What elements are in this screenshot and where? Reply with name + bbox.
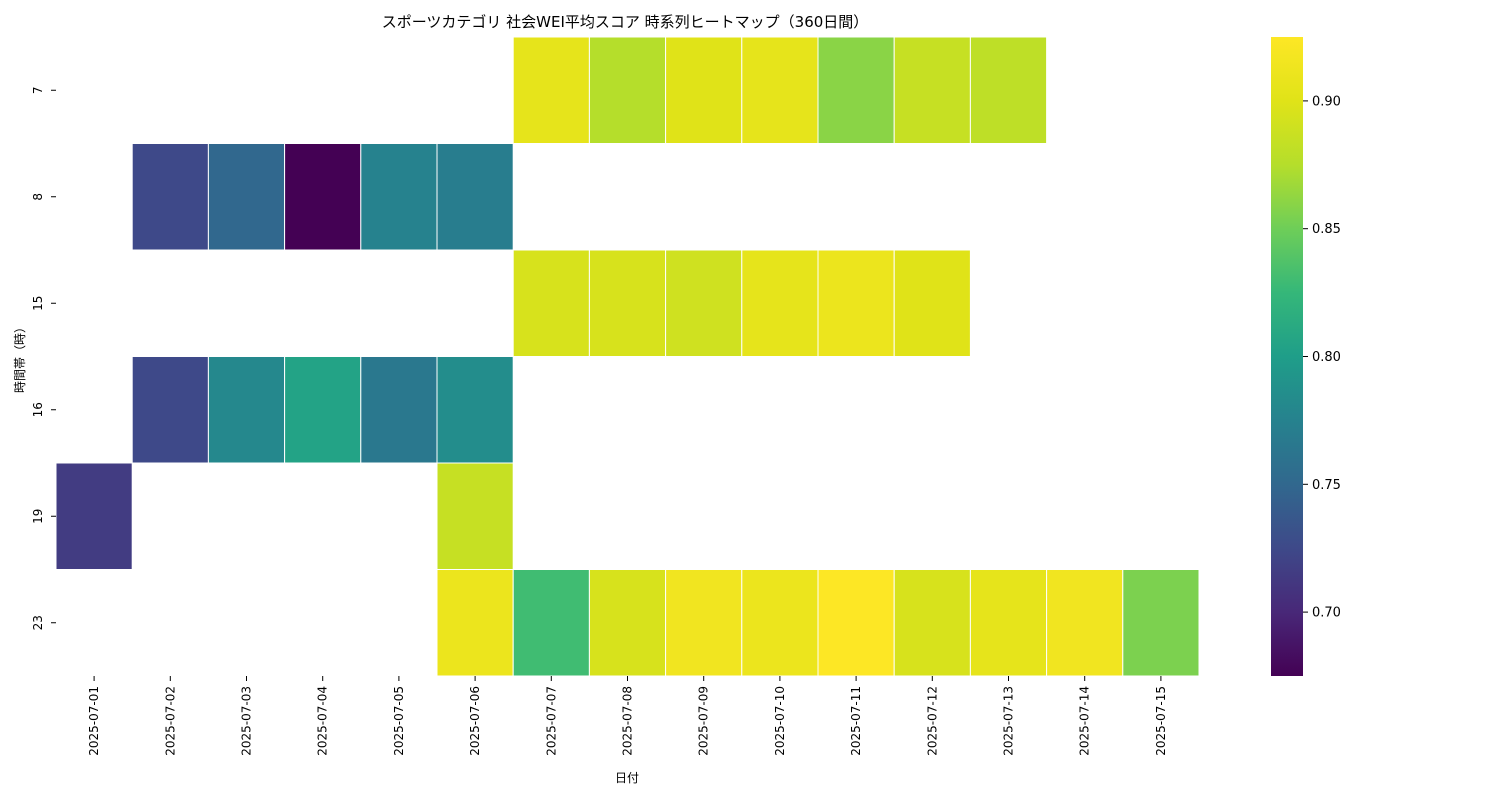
- x-tick-label: 2025-07-05: [392, 686, 406, 756]
- heatmap-cell-16-2025-07-04: [284, 356, 362, 464]
- heatmap-cell-15-2025-07-10: [741, 249, 819, 357]
- heatmap-cell-15-2025-07-12: [893, 249, 971, 357]
- heatmap-cell-15-2025-07-11: [817, 249, 895, 357]
- heatmap-cell-7-2025-07-07: [512, 36, 590, 144]
- heatmap-cell-15-2025-07-08: [588, 249, 667, 357]
- y-tick-label: 8: [31, 193, 45, 201]
- heatmap-cells: [55, 36, 1200, 677]
- colorbar-ticks: 0.70 0.75 0.80 0.85 0.90: [1303, 94, 1341, 621]
- heatmap-cell-15-2025-07-07: [512, 249, 590, 357]
- heatmap-cell-19-2025-07-06: [436, 462, 514, 570]
- heatmap-cell-7-2025-07-13: [969, 36, 1048, 144]
- heatmap-cell-7-2025-07-10: [741, 36, 819, 144]
- heatmap-cell-19-2025-07-01: [55, 462, 133, 570]
- heatmap-cell-7-2025-07-08: [588, 36, 667, 144]
- heatmap-cell-7-2025-07-12: [893, 36, 971, 144]
- x-tick-label: 2025-07-11: [849, 686, 863, 756]
- x-tick-label: 2025-07-09: [697, 686, 711, 756]
- heatmap-cell-23-2025-07-15: [1122, 569, 1200, 677]
- colorbar-tick-label: 0.90: [1312, 94, 1341, 109]
- heatmap-cell-23-2025-07-12: [893, 569, 971, 677]
- chart-title: スポーツカテゴリ 社会WEI平均スコア 時系列ヒートマップ（360日間）: [382, 13, 869, 31]
- heatmap-cell-8-2025-07-04: [284, 143, 362, 251]
- heatmap-cell-15-2025-07-09: [665, 249, 743, 357]
- x-axis-ticks: 2025-07-01 2025-07-02 2025-07-03 2025-07-04…: [87, 676, 1168, 756]
- y-axis-ticks: 7 8 15 16 19 23: [31, 86, 56, 630]
- heatmap-cell-23-2025-07-08: [588, 569, 667, 677]
- heatmap-cell-8-2025-07-03: [207, 143, 286, 251]
- colorbar-tick-label: 0.75: [1312, 478, 1341, 493]
- heatmap-cell-23-2025-07-14: [1046, 569, 1124, 677]
- heatmap-cell-16-2025-07-03: [207, 356, 286, 464]
- y-tick-label: 15: [31, 296, 45, 311]
- heatmap-cell-23-2025-07-11: [817, 569, 895, 677]
- y-tick-label: 16: [31, 402, 45, 417]
- heatmap-cell-16-2025-07-02: [131, 356, 209, 464]
- x-tick-label: 2025-07-14: [1078, 686, 1092, 756]
- x-tick-label: 2025-07-06: [468, 686, 482, 756]
- x-tick-label: 2025-07-01: [87, 686, 101, 756]
- heatmap-cell-23-2025-07-07: [512, 569, 590, 677]
- heatmap-cell-7-2025-07-09: [665, 36, 743, 144]
- x-tick-label: 2025-07-08: [621, 686, 635, 756]
- heatmap-cell-23-2025-07-06: [436, 569, 514, 677]
- x-tick-label: 2025-07-03: [240, 686, 254, 756]
- colorbar-tick-label: 0.85: [1312, 222, 1341, 237]
- colorbar-tick-label: 0.80: [1312, 350, 1341, 365]
- heatmap-cell-8-2025-07-05: [360, 143, 438, 251]
- x-tick-label: 2025-07-07: [544, 686, 558, 756]
- y-axis-label: 時間帯（時）: [13, 321, 27, 393]
- heatmap-cell-23-2025-07-10: [741, 569, 819, 677]
- colorbar-tick-label: 0.70: [1312, 606, 1341, 621]
- x-axis-label: 日付: [615, 771, 639, 785]
- y-tick-label: 23: [31, 615, 45, 630]
- colorbar: [1271, 37, 1303, 676]
- heatmap-cell-7-2025-07-11: [817, 36, 895, 144]
- x-tick-label: 2025-07-12: [925, 686, 939, 756]
- heatmap-cell-8-2025-07-06: [436, 143, 514, 251]
- x-tick-label: 2025-07-10: [773, 686, 787, 756]
- heatmap-cell-23-2025-07-09: [665, 569, 743, 677]
- heatmap-cell-23-2025-07-13: [969, 569, 1048, 677]
- y-tick-label: 19: [31, 509, 45, 524]
- y-tick-label: 7: [31, 86, 45, 94]
- x-tick-label: 2025-07-02: [163, 686, 177, 756]
- heatmap-cell-16-2025-07-05: [360, 356, 438, 464]
- heatmap-cell-8-2025-07-02: [131, 143, 209, 251]
- heatmap-cell-16-2025-07-06: [436, 356, 514, 464]
- x-tick-label: 2025-07-04: [316, 686, 330, 756]
- x-tick-label: 2025-07-15: [1154, 686, 1168, 756]
- x-tick-label: 2025-07-13: [1002, 686, 1016, 756]
